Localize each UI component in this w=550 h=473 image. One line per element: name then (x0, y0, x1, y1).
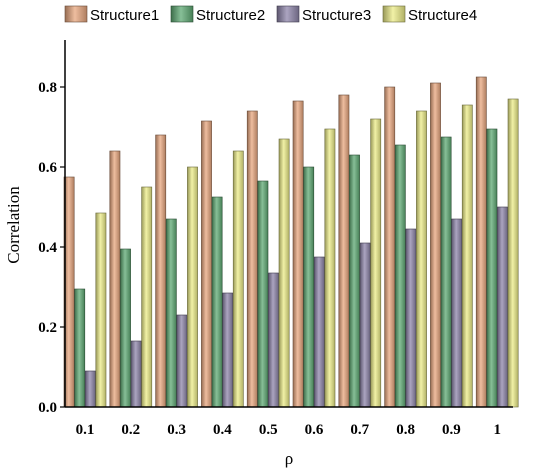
bar-structure1-0.9 (430, 82, 441, 408)
x-tick-label: 0.4 (213, 422, 232, 438)
legend: Structure1 Structure2 Structure3 Structure4 (64, 5, 477, 24)
bar-structure3-0.3 (176, 314, 188, 408)
x-tick-label: 1 (493, 422, 501, 438)
bar-structure3-0.8 (405, 228, 417, 408)
bar-structure4-0.8 (416, 110, 427, 408)
bar-structure2-0.5 (257, 180, 269, 408)
bar-structure3-0.9 (451, 218, 463, 408)
legend-swatch-structure1 (64, 5, 88, 23)
bar-structure2-0.2 (120, 248, 131, 408)
bar-structure2-0.8 (394, 144, 406, 408)
x-tick-label: 0.2 (121, 422, 140, 438)
y-axis-ticks: 0.0 0.2 0.4 0.6 0.8 (38, 80, 65, 416)
y-tick-label: 0.6 (38, 160, 57, 176)
bar-structure3-0.2 (130, 340, 142, 408)
bar-structure4-0.4 (232, 150, 244, 408)
y-axis-title: Correlation (4, 186, 23, 264)
bar-structure3-0.1 (84, 370, 96, 408)
x-tick-label: 0.8 (396, 422, 415, 438)
legend-swatch-structure3 (276, 5, 300, 23)
x-tick-label: 0.9 (442, 422, 461, 438)
bar-structure3-0.5 (268, 272, 279, 408)
y-tick-label: 0.8 (38, 80, 57, 96)
bar-structure4-0.7 (370, 118, 382, 408)
bar-structure2-0.3 (165, 218, 177, 408)
bar-structure4-0.9 (461, 104, 473, 408)
bar-structure4-0.3 (187, 166, 198, 408)
legend-label-structure3: Structure3 (302, 7, 371, 24)
legend-label-structure4: Structure4 (408, 7, 477, 24)
bar-structure3-0.4 (222, 292, 234, 408)
bar-structure3-1 (497, 206, 508, 408)
y-tick-label: 0.4 (38, 240, 57, 256)
x-axis-ticks: 0.1 0.2 0.3 0.4 0.5 0.6 0.7 0.8 0.9 1 (76, 422, 501, 438)
x-tick-label: 0.6 (305, 422, 324, 438)
bar-structure4-0.2 (141, 186, 153, 408)
bar-structure4-0.1 (95, 212, 107, 408)
bar-structure4-0.5 (278, 138, 290, 408)
x-tick-label: 0.3 (167, 422, 186, 438)
bar-structure4-1 (507, 98, 519, 408)
bar-structure2-1 (486, 128, 498, 408)
bar-structure2-0.7 (349, 154, 360, 408)
bar-structure1-0.6 (292, 100, 304, 408)
bar-structure1-0.3 (155, 134, 167, 408)
x-tick-label: 0.1 (76, 422, 95, 438)
bar-structure1-1 (475, 76, 487, 408)
bar-structure3-0.7 (359, 242, 371, 408)
bar-structure2-0.6 (303, 166, 315, 408)
bar-structure1-0.7 (338, 94, 350, 408)
bar-structure2-0.4 (211, 196, 223, 408)
bar-structure4-0.6 (324, 128, 336, 408)
bar-structure1-0.5 (246, 110, 258, 408)
bar-structure1-0.8 (384, 86, 396, 408)
legend-label-structure2: Structure2 (196, 7, 265, 24)
y-tick-label: 0.0 (38, 400, 57, 416)
bar-structure1-0.4 (201, 120, 212, 408)
legend-swatch-structure4 (382, 5, 406, 23)
y-tick-label: 0.2 (38, 320, 57, 336)
bar-structure2-0.1 (74, 288, 86, 408)
bar-structure3-0.6 (313, 256, 325, 408)
bar-structure1-0.2 (109, 150, 121, 408)
x-tick-label: 0.7 (350, 422, 369, 438)
bar-structure2-0.9 (440, 136, 452, 408)
bars (63, 76, 519, 408)
x-tick-label: 0.5 (259, 422, 278, 438)
x-axis-title: ρ (285, 449, 293, 468)
legend-label-structure1: Structure1 (90, 7, 159, 24)
legend-swatch-structure2 (170, 5, 194, 23)
